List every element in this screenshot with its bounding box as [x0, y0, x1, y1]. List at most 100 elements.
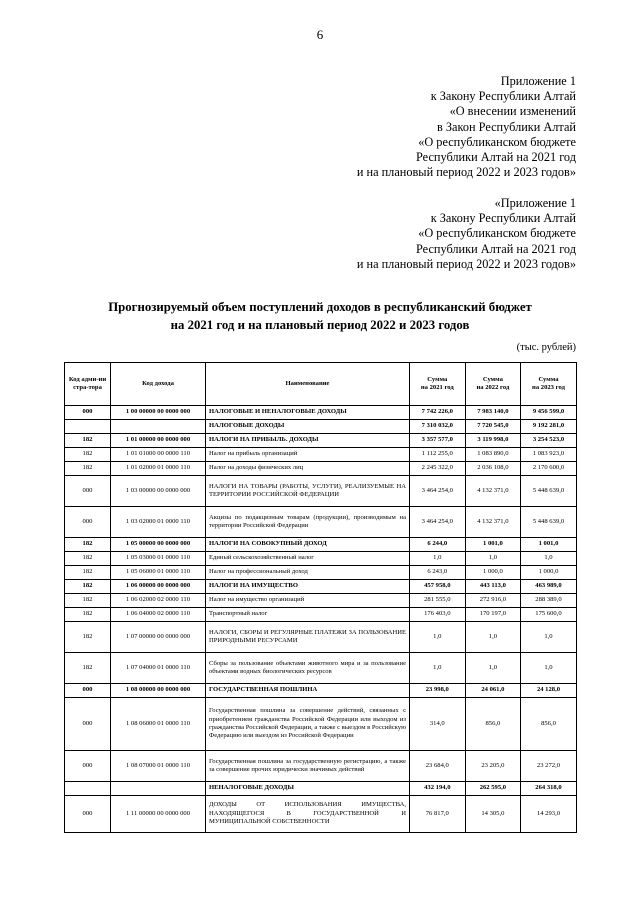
appendix-1-line-7: и на плановый период 2022 и 2023 годов»	[356, 165, 576, 180]
page-title-line-2: на 2021 год и на плановый период 2022 и …	[170, 318, 470, 332]
table-row: 182 1 01 00000 00 0000 000 НАЛОГИ НА ПРИБЫ…	[64, 433, 577, 448]
table-row: 182 1 07 04000 01 0000 110 Сборы за пользо…	[64, 652, 577, 684]
cell-income-code: 1 06 00000 00 0000 000	[110, 579, 206, 594]
cell-sum-2021: 23 684,0	[409, 750, 466, 782]
cell-sum-2023: 856,0	[520, 697, 577, 751]
cell-sum-2022: 4 132 371,0	[464, 506, 522, 538]
cell-sum-2022: 170 197,0	[464, 607, 522, 622]
cell-sum-2021: 6 244,0	[409, 537, 466, 552]
table-row: 182 1 01 01000 00 0000 110 Налог на прибыл…	[64, 447, 577, 462]
cell-sum-2022: 7 983 140,0	[464, 405, 522, 420]
cell-income-code: 1 11 00000 00 0000 000	[110, 795, 206, 833]
cell-name: ДОХОДЫ ОТ ИСПОЛЬЗОВАНИЯ ИМУЩЕСТВА, НАХОД…	[205, 795, 410, 833]
cell-sum-2021: 432 194,0	[409, 781, 466, 796]
cell-income-code: 1 03 00000 00 0000 000	[110, 475, 206, 507]
cell-sum-2022: 1 001,0	[464, 537, 522, 552]
appendix-2-line-1: «Приложение 1	[494, 196, 576, 210]
cell-sum-2023: 9 456 599,0	[520, 405, 577, 420]
cell-admin-code: 000	[64, 795, 111, 833]
cell-sum-2023: 175 600,0	[520, 607, 577, 622]
cell-admin-code: 182	[64, 537, 111, 552]
cell-name: Налог на доходы физических лиц	[205, 461, 410, 476]
appendix-2-line-3: «О республиканском бюджете	[418, 226, 576, 241]
cell-income-code: 1 08 06000 01 0000 110	[110, 697, 206, 751]
table-row: 182 1 05 00000 00 0000 000 НАЛОГИ НА СОВОК…	[64, 537, 577, 552]
cell-sum-2023: 24 128,0	[520, 683, 577, 698]
appendix-1-line-3: «О внесении изменений	[449, 104, 576, 119]
cell-sum-2021: 3 464 254,0	[409, 475, 466, 507]
table-row: 000 1 03 00000 00 0000 000 НАЛОГИ НА ТОВАР…	[64, 475, 577, 507]
cell-income-code: 1 05 03000 01 0000 110	[110, 551, 206, 566]
cell-sum-2021: 1,0	[409, 621, 466, 653]
table-row: 000 1 11 00000 00 0000 000 ДОХОДЫ ОТ ИСПОЛ…	[64, 795, 577, 833]
cell-admin-code: 182	[64, 579, 111, 594]
cell-sum-2022: 7 720 545,0	[464, 419, 522, 434]
appendix-2-line-2: к Закону Республики Алтай	[430, 211, 576, 226]
cell-sum-2021: 1,0	[409, 551, 466, 566]
cell-sum-2023: 1 083 923,0	[520, 447, 577, 462]
page-title-line-1: Прогнозируемый объем поступлений доходов…	[108, 300, 532, 314]
budget-table-head: Код адми-нистра-тора Код дохода Наименов…	[64, 362, 577, 406]
cell-admin-code: 182	[64, 621, 111, 653]
cell-sum-2021: 3 464 254,0	[409, 506, 466, 538]
cell-admin-code: 000	[64, 506, 111, 538]
cell-income-code: 1 08 07000 01 0000 110	[110, 750, 206, 782]
cell-name: НАЛОГОВЫЕ ДОХОДЫ	[205, 419, 410, 434]
cell-income-code: 1 07 04000 01 0000 110	[110, 652, 206, 684]
page-number: 6	[316, 27, 324, 42]
cell-sum-2022: 14 305,0	[464, 795, 522, 833]
cell-sum-2022: 2 036 108,0	[464, 461, 522, 476]
column-header-sum-2021-line2: на 2021 год	[420, 384, 454, 391]
cell-sum-2022: 1,0	[464, 652, 522, 684]
cell-admin-code: 000	[64, 697, 111, 751]
column-header-sum-2021: Сумма на 2021 год	[409, 362, 466, 406]
cell-admin-code: 182	[64, 593, 111, 608]
cell-sum-2023: 1,0	[520, 621, 577, 653]
cell-income-code: 1 08 00000 00 0000 000	[110, 683, 206, 698]
table-header-row: Код адми-нистра-тора Код дохода Наименов…	[64, 362, 577, 406]
cell-admin-code: 000	[64, 405, 111, 420]
cell-income-code: 1 00 00000 00 0000 000	[110, 405, 206, 420]
cell-name: НАЛОГИ НА ТОВАРЫ (РАБОТЫ, УСЛУГИ), РЕАЛИ…	[205, 475, 410, 507]
cell-sum-2022: 272 916,0	[464, 593, 522, 608]
cell-income-code: 1 06 02000 02 0000 110	[110, 593, 206, 608]
cell-sum-2022: 856,0	[464, 697, 522, 751]
cell-sum-2022: 4 132 371,0	[464, 475, 522, 507]
cell-sum-2021: 457 958,0	[409, 579, 466, 594]
cell-sum-2023: 5 448 639,0	[520, 506, 577, 538]
column-header-sum-2023-line2: на 2023 год	[532, 384, 565, 391]
cell-sum-2022: 262 595,0	[464, 781, 522, 796]
cell-admin-code: 182	[64, 565, 111, 580]
appendix-2-line-4: Республики Алтай на 2021 год	[416, 241, 576, 256]
cell-sum-2023: 1 000,0	[520, 565, 577, 580]
page-title: Прогнозируемый объем поступлений доходов…	[64, 298, 576, 334]
cell-income-code: 1 05 00000 00 0000 000	[110, 537, 206, 552]
budget-table-body: 000 1 00 00000 00 0000 000 НАЛОГОВЫЕ И НЕН…	[64, 405, 577, 833]
appendix-1-line-1: Приложение 1	[500, 74, 576, 88]
cell-income-code: 1 03 02000 01 0000 110	[110, 506, 206, 538]
appendix-1-line-4: в Закон Республики Алтай	[437, 119, 576, 134]
cell-admin-code: 182	[64, 433, 111, 448]
cell-sum-2023: 1 001,0	[520, 537, 577, 552]
cell-name: НАЛОГИ НА СОВОКУПНЫЙ ДОХОД	[205, 537, 410, 552]
table-row: 000 1 03 02000 01 0000 110 Акцизы по подак…	[64, 506, 577, 538]
appendix-2-line-5: и на плановый период 2022 и 2023 годов»	[356, 256, 576, 271]
column-header-admin-code: Код адми-нистра-тора	[64, 362, 111, 406]
budget-table: Код адми-нистра-тора Код дохода Наименов…	[64, 362, 577, 833]
cell-name: Единый сельскохозяйственный налог	[205, 551, 410, 566]
column-header-sum-2022-line2: на 2022 год	[476, 384, 510, 391]
cell-sum-2023: 3 254 523,0	[520, 433, 577, 448]
cell-income-code: 1 01 01000 00 0000 110	[110, 447, 206, 462]
table-row: 182 1 06 02000 02 0000 110 Налог на имущес…	[64, 593, 577, 608]
cell-sum-2022: 1,0	[464, 551, 522, 566]
cell-admin-code: 000	[64, 683, 111, 698]
appendix-1-line-5: «О республиканском бюджете	[418, 134, 576, 149]
cell-admin-code: 000	[64, 475, 111, 507]
cell-admin-code	[64, 419, 111, 434]
table-row: 000 1 08 06000 01 0000 110 Государственная…	[64, 697, 577, 751]
column-header-income-code: Код дохода	[110, 362, 206, 406]
column-header-sum-2023-line1: Сумма	[538, 375, 559, 383]
table-row: 000 1 00 00000 00 0000 000 НАЛОГОВЫЕ И НЕН…	[64, 405, 577, 420]
